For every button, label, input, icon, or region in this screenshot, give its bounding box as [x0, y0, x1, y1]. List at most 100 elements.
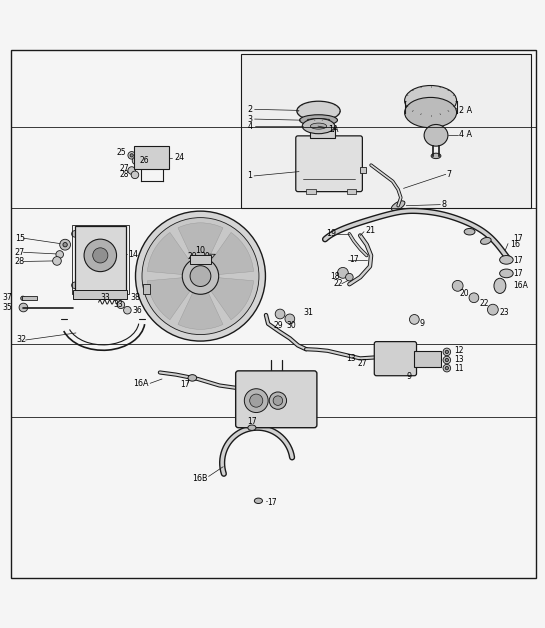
Text: 7: 7 — [447, 170, 452, 179]
Ellipse shape — [404, 97, 457, 127]
Bar — [190, 255, 211, 264]
Circle shape — [443, 356, 451, 364]
Text: 2 A: 2 A — [459, 107, 472, 116]
Text: 32: 32 — [16, 335, 27, 345]
FancyBboxPatch shape — [296, 136, 362, 192]
Bar — [71, 225, 129, 294]
Text: 38: 38 — [130, 293, 140, 302]
Ellipse shape — [248, 425, 256, 430]
Circle shape — [487, 304, 498, 315]
Ellipse shape — [494, 278, 506, 293]
Ellipse shape — [431, 153, 441, 159]
Text: 22: 22 — [333, 279, 343, 288]
Circle shape — [250, 394, 263, 407]
Text: 16B: 16B — [192, 474, 208, 483]
Text: 31: 31 — [304, 308, 314, 317]
Text: 16: 16 — [510, 240, 520, 249]
Bar — [143, 284, 150, 294]
Text: 1A: 1A — [328, 125, 338, 134]
Text: 30: 30 — [287, 322, 296, 330]
Circle shape — [445, 359, 449, 362]
Circle shape — [346, 273, 353, 281]
Circle shape — [53, 257, 62, 265]
Ellipse shape — [464, 229, 475, 235]
Text: 8: 8 — [441, 200, 446, 209]
Text: 29: 29 — [187, 252, 197, 261]
Text: 19: 19 — [326, 229, 337, 239]
Bar — [414, 351, 441, 367]
Text: 27: 27 — [15, 248, 25, 257]
Text: 36: 36 — [133, 306, 143, 315]
Text: 17: 17 — [180, 380, 190, 389]
Text: 17: 17 — [349, 256, 359, 264]
Text: 17: 17 — [513, 256, 523, 266]
Bar — [306, 190, 316, 194]
Text: 15: 15 — [15, 234, 25, 242]
Ellipse shape — [404, 85, 457, 116]
FancyBboxPatch shape — [75, 226, 126, 291]
Circle shape — [398, 352, 408, 362]
Circle shape — [469, 293, 479, 303]
Text: 17: 17 — [513, 269, 523, 278]
Text: 24: 24 — [174, 153, 184, 162]
Ellipse shape — [481, 237, 491, 244]
Text: 21: 21 — [366, 226, 376, 235]
Wedge shape — [147, 232, 190, 274]
Circle shape — [131, 171, 139, 178]
Text: 27: 27 — [358, 359, 367, 368]
Circle shape — [195, 271, 206, 281]
Circle shape — [285, 314, 295, 324]
Circle shape — [445, 367, 449, 370]
Ellipse shape — [307, 119, 330, 122]
Text: 9: 9 — [420, 319, 425, 328]
Ellipse shape — [500, 256, 513, 264]
Circle shape — [63, 242, 67, 247]
Circle shape — [93, 248, 108, 263]
Text: 29: 29 — [274, 322, 283, 330]
Bar — [311, 127, 335, 138]
Text: 1: 1 — [247, 171, 252, 180]
Circle shape — [117, 301, 125, 308]
Text: 12: 12 — [454, 346, 463, 355]
Ellipse shape — [302, 119, 335, 134]
Ellipse shape — [424, 124, 448, 146]
Text: 3: 3 — [247, 114, 252, 124]
Text: 13: 13 — [454, 355, 463, 364]
Circle shape — [182, 258, 219, 295]
Bar — [241, 54, 531, 208]
Circle shape — [119, 282, 125, 288]
Circle shape — [132, 157, 140, 165]
Ellipse shape — [255, 498, 263, 504]
Ellipse shape — [297, 101, 340, 121]
Circle shape — [190, 266, 211, 286]
Text: 26: 26 — [140, 156, 149, 165]
Circle shape — [135, 159, 138, 163]
Bar — [73, 290, 128, 300]
Text: 16A: 16A — [133, 379, 148, 388]
Circle shape — [60, 239, 70, 250]
Wedge shape — [147, 278, 190, 320]
Text: 16A: 16A — [513, 281, 528, 290]
Circle shape — [443, 364, 451, 372]
Circle shape — [443, 348, 451, 355]
Text: 33: 33 — [100, 293, 110, 302]
Circle shape — [84, 239, 117, 272]
Circle shape — [130, 154, 134, 157]
Circle shape — [21, 296, 25, 300]
Ellipse shape — [300, 115, 337, 126]
Text: 13: 13 — [347, 354, 356, 363]
Ellipse shape — [188, 375, 197, 381]
Circle shape — [269, 392, 287, 409]
Text: 23: 23 — [500, 308, 510, 317]
Text: 27: 27 — [119, 165, 129, 173]
Circle shape — [244, 389, 268, 413]
Text: 4 A: 4 A — [459, 130, 472, 139]
Text: 14: 14 — [129, 250, 138, 259]
Circle shape — [337, 268, 348, 278]
Circle shape — [273, 396, 283, 406]
Wedge shape — [178, 223, 223, 260]
Wedge shape — [210, 278, 253, 320]
Circle shape — [119, 230, 125, 237]
Circle shape — [128, 166, 136, 175]
Text: 22: 22 — [480, 299, 489, 308]
